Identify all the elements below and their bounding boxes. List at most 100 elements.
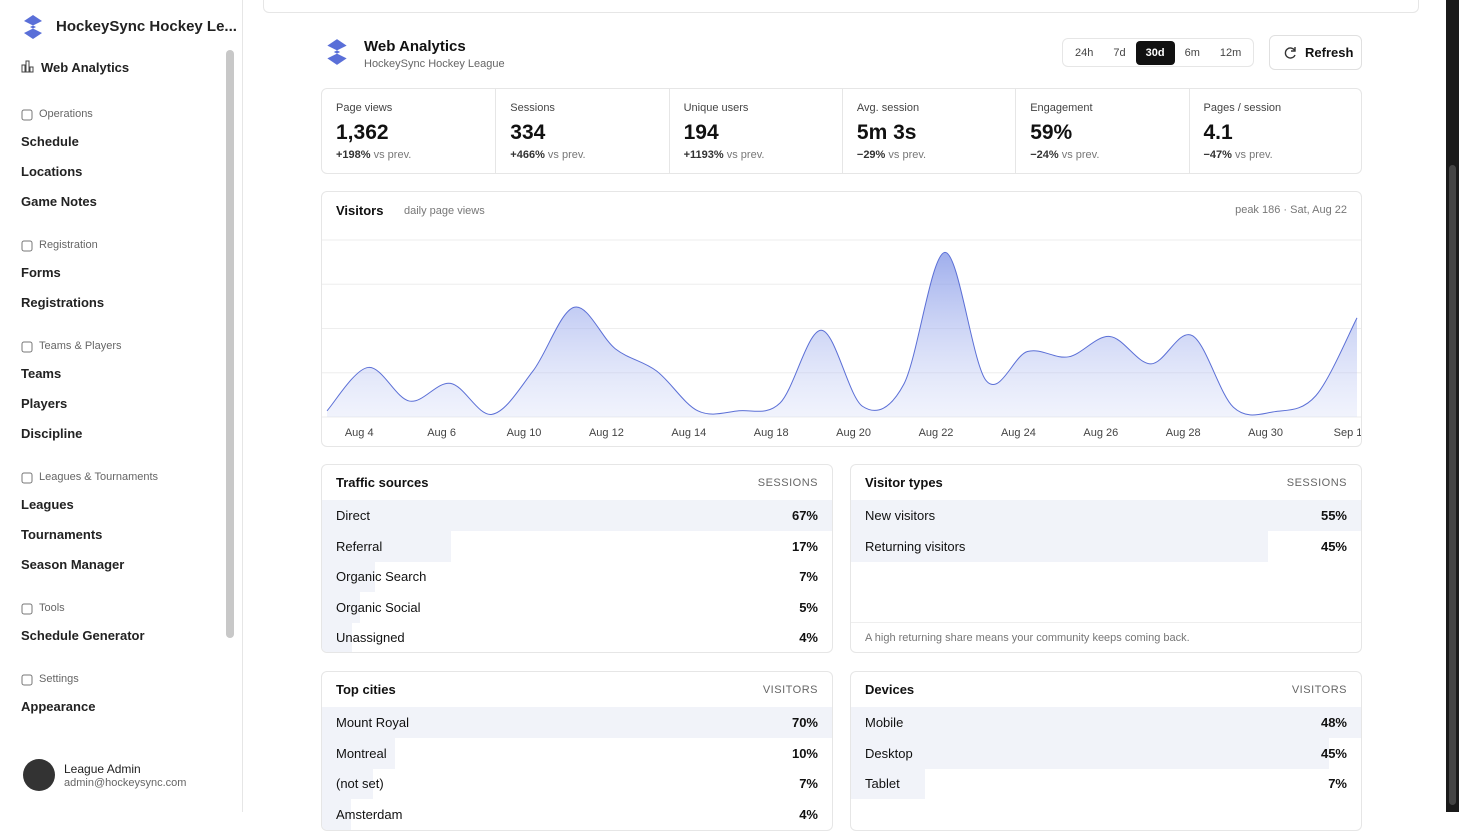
panel-title: Devices <box>865 682 915 697</box>
row-name: Desktop <box>865 745 913 761</box>
row-value: 7% <box>799 569 818 584</box>
row-name: Referral <box>336 538 383 554</box>
row-name: Organic Social <box>336 599 421 615</box>
row-name: Organic Search <box>336 569 427 584</box>
nav-item[interactable]: Schedule Generator <box>21 628 145 643</box>
change-value: −47% <box>1203 149 1232 161</box>
row-value: 45% <box>1320 538 1347 554</box>
metric-value: 1,362 <box>336 121 389 144</box>
row-name: Amsterdam <box>336 806 403 822</box>
panel-unit: SESSIONS <box>1286 477 1347 489</box>
nav-item[interactable]: Leagues <box>21 497 74 512</box>
scrollbar-thumb[interactable] <box>1449 165 1456 805</box>
icon <box>21 603 33 615</box>
share-bar <box>322 737 395 769</box>
icon <box>21 674 33 686</box>
visitors-card: Visitors daily page views peak 186 · Sat… <box>321 191 1362 447</box>
row-name: Mount Royal <box>336 715 409 730</box>
row-value: 17% <box>791 538 818 554</box>
nav-item[interactable]: Tournaments <box>21 527 103 542</box>
change-value: +198% <box>336 149 371 161</box>
icon <box>21 60 34 73</box>
nav-item[interactable]: Registrations <box>21 295 105 310</box>
row-name: Returning visitors <box>865 538 966 554</box>
section-title: Teams & Players <box>39 340 122 352</box>
nav-item[interactable]: Web Analytics <box>41 60 130 75</box>
metrics-card: Page views 1,362 +198% vs prev. Sessions 334… <box>321 88 1362 174</box>
section-title: Registration <box>39 239 98 251</box>
metric-label: Sessions <box>510 102 555 114</box>
row-name: Montreal <box>336 745 387 761</box>
range-picker: 24h 7d 30d 6m 12m <box>1062 38 1255 67</box>
x-tick-label: Aug 18 <box>754 427 789 439</box>
metric: Sessions 334 +466% vs prev. <box>495 89 668 173</box>
row-value: 7% <box>1328 776 1347 791</box>
range-option[interactable]: 6m <box>1184 47 1200 59</box>
row-name: Tablet <box>865 776 900 791</box>
change-suffix: vs prev. <box>547 149 586 161</box>
x-tick-label: Aug 14 <box>671 427 706 439</box>
icon <box>1284 47 1296 59</box>
range-option[interactable]: 30d <box>1135 41 1175 65</box>
metric-value: 59% <box>1030 121 1073 144</box>
nav-item[interactable]: Appearance <box>21 699 96 714</box>
icon <box>21 109 33 121</box>
top-card <box>263 0 1419 13</box>
panel-title: Top cities <box>336 682 396 697</box>
metric-value: 194 <box>683 121 719 144</box>
x-tick-label: Aug 24 <box>1001 427 1036 439</box>
row-value: 48% <box>1320 715 1347 730</box>
metric: Engagement 59% −24% vs prev. <box>1015 89 1188 173</box>
share-bar <box>851 500 1361 531</box>
panel: Traffic sources SESSIONS Direct 67% Referral… <box>321 464 833 653</box>
range-option[interactable]: 12m <box>1219 47 1242 59</box>
refresh-label[interactable]: Refresh <box>1305 45 1354 60</box>
section-title: Settings <box>39 673 79 685</box>
metric-value: 5m 3s <box>856 121 917 144</box>
area-fill <box>327 252 1357 417</box>
share-bar <box>851 707 1361 738</box>
nav-item[interactable]: Game Notes <box>21 194 97 209</box>
panel-unit: VISITORS <box>1291 684 1347 696</box>
row-name: Direct <box>336 508 370 523</box>
row-name: (not set) <box>336 776 384 791</box>
range-option[interactable]: 7d <box>1113 47 1126 59</box>
x-tick-label: Aug 4 <box>345 427 374 439</box>
share-bar <box>322 707 832 738</box>
section-title: Operations <box>39 108 93 120</box>
chart-subtitle: daily page views <box>404 205 485 217</box>
brand: HockeySync Hockey Le... <box>56 18 237 35</box>
metric-change: −24% vs prev. <box>1030 149 1099 161</box>
x-tick-label: Aug 20 <box>836 427 871 439</box>
nav-item[interactable]: Forms <box>21 265 61 280</box>
nav-item[interactable]: Players <box>21 396 68 411</box>
logo <box>327 39 347 65</box>
metric-label: Engagement <box>1030 102 1093 114</box>
nav-item[interactable]: Schedule <box>21 134 79 149</box>
nav-item[interactable]: Season Manager <box>21 557 125 572</box>
change-value: −29% <box>856 149 886 161</box>
nav-item[interactable]: Teams <box>21 366 62 381</box>
metric: Pages / session 4.1 −47% vs prev. <box>1188 89 1362 173</box>
share-bar <box>851 530 1269 562</box>
nav-item[interactable]: Locations <box>21 164 83 179</box>
range-option[interactable]: 24h <box>1075 47 1094 59</box>
panel: Top cities VISITORS Mount Royal 70% Montreal… <box>321 671 833 831</box>
nav-item[interactable]: Discipline <box>21 426 83 441</box>
scrollbar[interactable] <box>226 50 234 638</box>
refresh-button[interactable]: Refresh <box>1269 35 1362 70</box>
metric-change: −47% vs prev. <box>1204 149 1273 161</box>
icon <box>21 341 33 353</box>
divider <box>851 622 1361 623</box>
share-bar <box>322 591 361 623</box>
share-bar <box>322 500 832 531</box>
panel-unit: SESSIONS <box>757 477 818 489</box>
row-name: Unassigned <box>336 630 405 645</box>
row-value: 10% <box>791 745 818 761</box>
page-title: Web Analytics <box>364 38 466 55</box>
panel-unit: VISITORS <box>762 684 818 696</box>
x-tick-label: Sep 1 <box>1334 427 1361 439</box>
metric-label: Unique users <box>683 102 749 114</box>
sidebar: HockeySync Hockey Le... Web Analytics Op… <box>0 0 243 812</box>
